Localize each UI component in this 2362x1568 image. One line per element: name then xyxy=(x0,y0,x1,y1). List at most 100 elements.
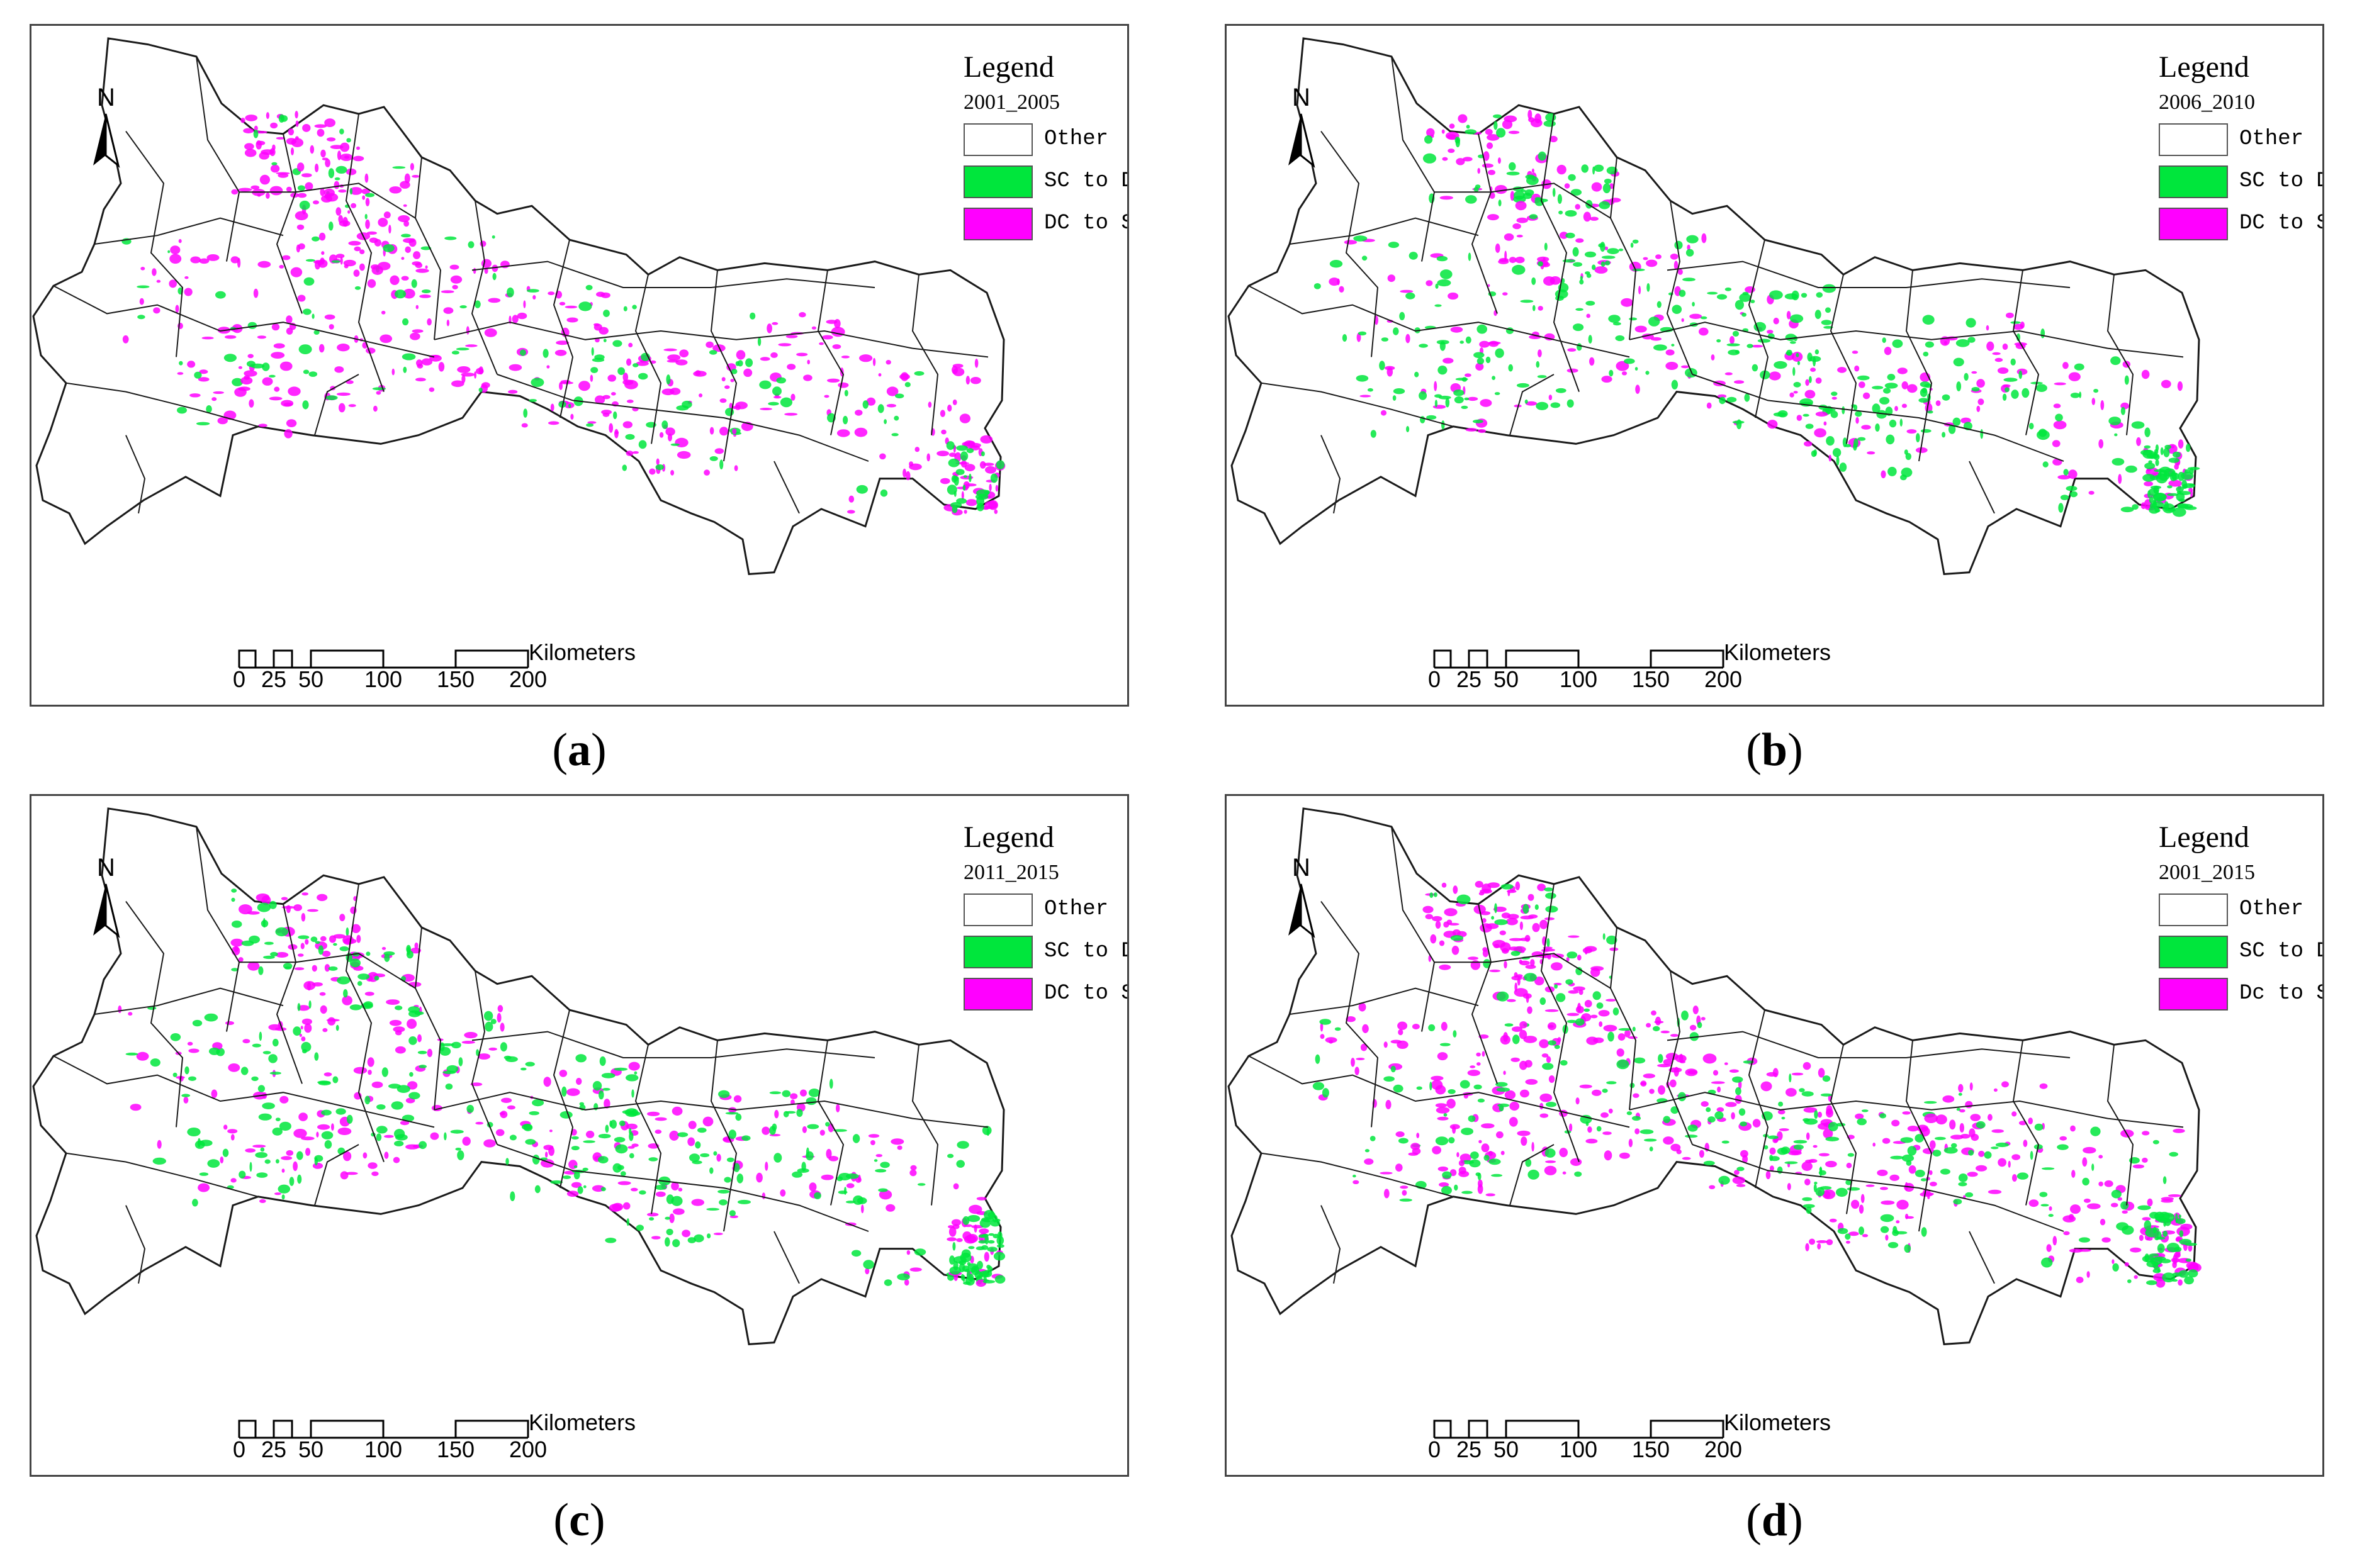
sc-to-dc-patch xyxy=(1524,189,1534,196)
dc-to-sc-patch xyxy=(879,1189,892,1200)
dc-to-sc-patch xyxy=(1431,1075,1444,1081)
sc-to-dc-patch xyxy=(1744,393,1750,402)
dc-to-sc-patch xyxy=(1390,1039,1402,1044)
sc-to-dc-patch xyxy=(2167,485,2173,489)
sc-to-dc-patch xyxy=(1813,356,1816,367)
dc-to-sc-patch xyxy=(1769,1147,1776,1155)
sc-to-dc-patch xyxy=(1861,1109,1869,1112)
scale-tick: 150 xyxy=(1631,666,1670,692)
sc-to-dc-patch xyxy=(1370,430,1376,438)
dc-to-sc-patch xyxy=(230,1178,237,1183)
sc-to-dc-patch xyxy=(917,1183,926,1186)
sc-to-dc-patch xyxy=(1816,292,1823,298)
dc-to-sc-patch xyxy=(274,1027,287,1031)
sc-to-dc-patch xyxy=(1521,189,1526,193)
sc-to-dc-patch xyxy=(962,484,966,491)
sc-to-dc-patch xyxy=(1857,1118,1867,1126)
sc-to-dc-patch xyxy=(468,241,475,249)
map-panel-d: N Legend 2001_2015 Other SC to DC Dc to … xyxy=(1225,794,2324,1477)
dc-to-sc-patch xyxy=(274,1192,281,1196)
sc-to-dc-patch xyxy=(1780,1146,1791,1155)
dc-to-sc-patch xyxy=(1651,1010,1656,1016)
dc-to-sc-patch xyxy=(1765,1170,1771,1180)
dc-to-sc-patch xyxy=(1677,269,1683,275)
dc-to-sc-patch xyxy=(475,1121,483,1125)
dc-to-sc-patch xyxy=(733,406,737,410)
sc-to-dc-patch xyxy=(1392,395,1397,401)
sc-to-dc-patch xyxy=(312,236,320,242)
dc-to-sc-patch xyxy=(1509,257,1517,264)
dc-to-sc-patch xyxy=(667,354,681,361)
county-boundary xyxy=(1692,1144,2064,1232)
dc-to-sc-patch xyxy=(668,433,672,442)
sc-to-dc-patch xyxy=(394,1129,405,1139)
dc-to-sc-patch xyxy=(1524,1060,1532,1068)
dc-to-sc-patch xyxy=(1634,325,1647,333)
dc-to-sc-patch xyxy=(947,1237,957,1241)
sc-to-dc-patch xyxy=(445,1084,453,1090)
sc-to-dc-patch xyxy=(1538,151,1546,161)
county-boundary xyxy=(1391,826,1436,1032)
sc-to-dc-patch xyxy=(339,946,349,951)
dc-to-sc-patch xyxy=(183,1097,189,1104)
sc-to-dc-patch xyxy=(590,367,599,373)
sc-to-dc-patch xyxy=(1934,1136,1946,1140)
dc-to-sc-patch xyxy=(713,1233,723,1235)
dc-to-sc-patch xyxy=(1584,1000,1592,1008)
sc-to-dc-patch xyxy=(1602,933,1606,940)
sc-to-dc-patch xyxy=(383,951,395,956)
sc-to-dc-patch xyxy=(796,1109,803,1117)
sc-to-dc-patch xyxy=(456,347,470,350)
sc-to-dc-patch xyxy=(2069,491,2078,498)
dc-to-sc-patch xyxy=(1510,191,1515,201)
sc-to-dc-patch xyxy=(312,313,315,319)
sc-to-dc-patch xyxy=(1872,386,1884,389)
sc-to-dc-patch xyxy=(1609,369,1614,377)
dc-to-sc-patch xyxy=(301,173,312,177)
sc-to-dc-patch xyxy=(2164,501,2169,512)
dc-to-sc-patch xyxy=(1522,993,1532,999)
sc-to-dc-patch xyxy=(974,1267,979,1270)
legend-swatch-sc-to-dc xyxy=(964,936,1033,968)
dc-to-sc-patch xyxy=(1646,259,1658,267)
dc-to-sc-patch xyxy=(1617,1033,1626,1041)
legend-label-other: Other xyxy=(1044,897,1109,921)
sc-to-dc-patch xyxy=(421,289,431,293)
sc-to-dc-patch xyxy=(1750,300,1755,303)
dc-to-sc-patch xyxy=(1362,1024,1369,1033)
dc-to-sc-patch xyxy=(886,403,896,408)
dc-to-sc-patch xyxy=(1604,1150,1612,1161)
county-boundary xyxy=(1509,374,1555,435)
sc-to-dc-patch xyxy=(269,1072,281,1075)
sc-to-dc-patch xyxy=(346,138,351,143)
dc-to-sc-patch xyxy=(545,1151,548,1158)
dc-to-sc-patch xyxy=(1711,354,1715,361)
sc-to-dc-patch xyxy=(665,1216,671,1220)
sc-to-dc-patch xyxy=(619,1120,626,1126)
legend-swatch-other xyxy=(2159,123,2228,156)
dc-to-sc-patch xyxy=(452,284,458,289)
dc-to-sc-patch xyxy=(2049,1206,2052,1211)
dc-to-sc-patch xyxy=(721,377,726,382)
dc-to-sc-patch xyxy=(250,185,260,190)
dc-to-sc-patch xyxy=(1458,114,1468,123)
dc-to-sc-patch xyxy=(512,315,519,323)
sc-to-dc-patch xyxy=(626,1218,629,1226)
dc-to-sc-patch xyxy=(1502,948,1509,954)
sc-to-dc-patch xyxy=(2172,1272,2182,1277)
legend-label-other: Other xyxy=(1044,127,1109,151)
dc-to-sc-patch xyxy=(1483,151,1490,161)
dc-to-sc-patch xyxy=(2076,1277,2084,1284)
dc-to-sc-patch xyxy=(1400,1185,1409,1189)
dc-to-sc-patch xyxy=(281,400,294,407)
legend-swatch-sc-to-dc xyxy=(964,165,1033,198)
dc-to-sc-patch xyxy=(790,1093,798,1099)
sc-to-dc-patch xyxy=(1958,1092,1962,1096)
sc-to-dc-patch xyxy=(1554,1044,1560,1050)
legend-swatch-sc-to-dc xyxy=(2159,165,2228,198)
sc-to-dc-patch xyxy=(1778,1101,1784,1107)
sc-to-dc-patch xyxy=(1822,284,1836,293)
dc-to-sc-patch xyxy=(1977,398,1984,405)
dc-to-sc-patch xyxy=(1475,881,1483,888)
sc-to-dc-patch xyxy=(401,233,411,238)
